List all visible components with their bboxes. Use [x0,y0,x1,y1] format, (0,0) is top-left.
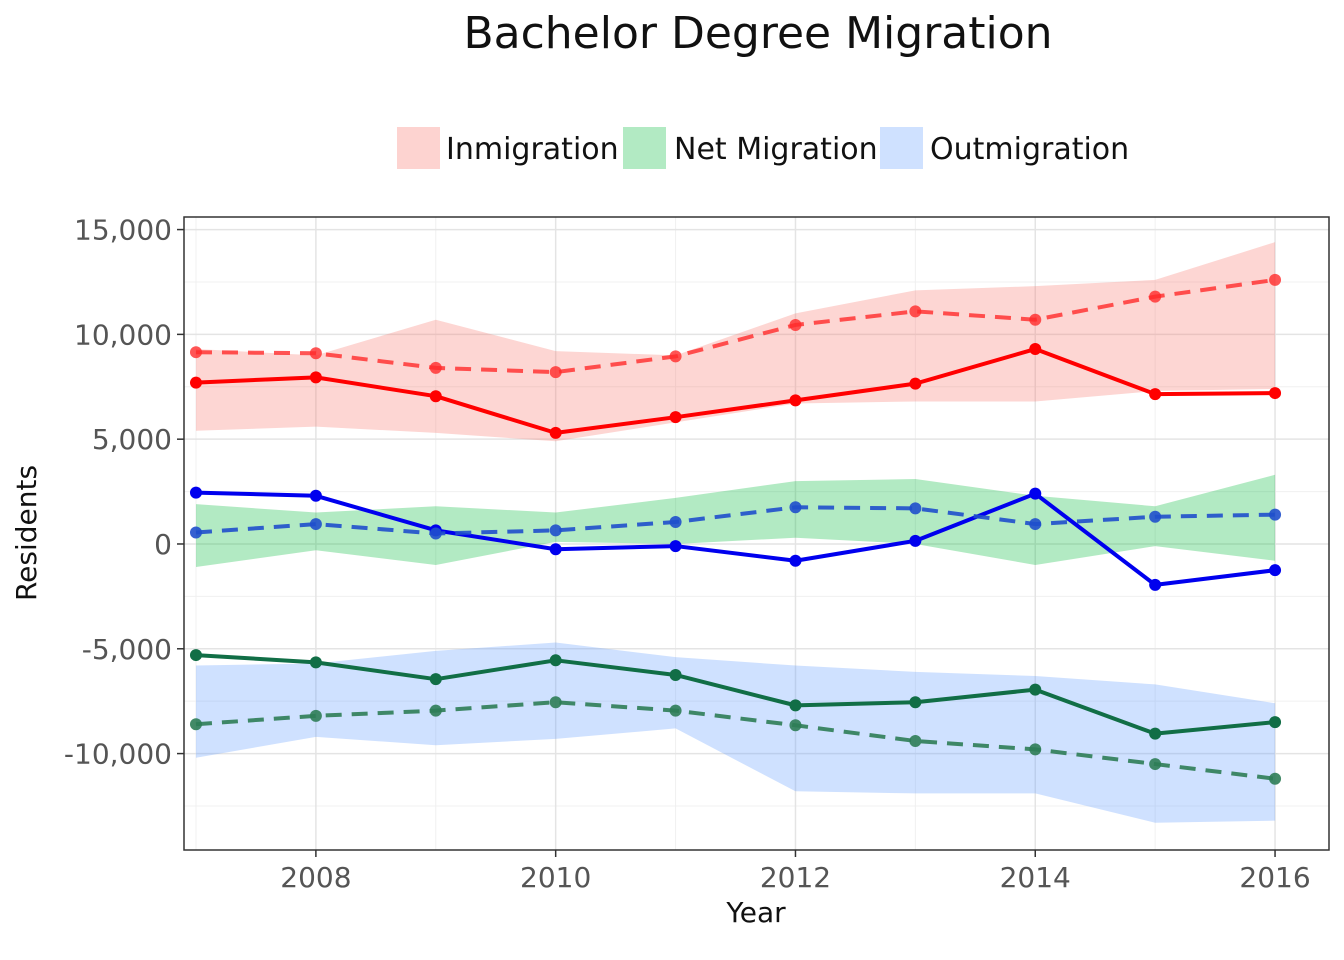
data-point [1029,518,1042,531]
x-tick-label: 2014 [1000,861,1071,894]
series-line-4 [195,653,1276,736]
data-point [309,347,322,360]
data-point [909,735,922,748]
data-point [309,656,322,669]
data-point [789,394,802,407]
data-point [909,305,922,318]
data-point [309,518,322,531]
data-point [789,501,802,514]
data-point [189,376,202,389]
data-point [1269,387,1282,400]
y-tick-label: 0 [154,528,172,561]
y-tick-label: 5,000 [92,423,172,456]
data-point [909,502,922,515]
series-line-0 [195,347,1276,435]
chart-title: Bachelor Degree Migration [463,8,1052,59]
data-point [669,540,682,553]
data-point [1029,743,1042,756]
legend-label-outmigration: Outmigration [930,132,1129,167]
legend-swatch-inmigration [397,127,440,169]
data-point [789,699,802,712]
series-lines [195,277,1276,781]
data-point [429,704,442,717]
data-point [1029,343,1042,356]
data-point [1269,564,1282,577]
legend-swatch-net-migration [623,127,666,169]
data-point [789,318,802,331]
legend-label-net-migration: Net Migration [674,132,878,167]
data-point [429,390,442,403]
data-point [189,649,202,662]
legend-label-inmigration: Inmigration [446,132,619,167]
confidence-bands [195,242,1276,823]
data-point [909,696,922,709]
data-point [1269,716,1282,729]
data-point [1269,772,1282,785]
x-tick-label: 2016 [1239,861,1310,894]
y-tick-label: 10,000 [74,318,172,351]
y-axis-label: Residents [10,465,43,601]
legend: Inmigration Net Migration Outmigration [397,127,1129,169]
plot-border [183,216,1330,851]
data-point [1149,578,1162,591]
x-axis-label: Year [725,896,786,929]
data-point [669,515,682,528]
series-line-2 [195,490,1276,587]
data-point [669,350,682,363]
data-point [309,489,322,502]
data-point [549,366,562,379]
data-point [1029,313,1042,326]
y-tick-label: 15,000 [74,214,172,247]
data-point [309,371,322,384]
band-inmigration [195,242,1276,442]
data-point [189,718,202,731]
band-net-migration [195,474,1276,568]
y-tick-label: -5,000 [82,633,172,666]
data-point [1149,758,1162,771]
band-outmigration [195,642,1276,823]
data-point [1029,487,1042,500]
data-point [549,524,562,537]
data-point [429,361,442,374]
data-point [1269,508,1282,521]
data-point [309,709,322,722]
x-tick-label: 2010 [520,861,591,894]
data-point [669,704,682,717]
data-point [189,526,202,539]
series-points [189,273,1282,785]
data-point [429,527,442,540]
x-axis-ticks: 2008 2010 2012 2014 2016 [280,850,1311,894]
data-point [789,554,802,567]
data-point [549,654,562,667]
data-point [909,534,922,547]
data-point [549,426,562,439]
data-point [909,377,922,390]
data-point [189,346,202,359]
data-point [1149,290,1162,303]
data-point [549,543,562,556]
data-point [189,486,202,499]
data-point [549,696,562,709]
data-point [669,668,682,681]
data-point [669,411,682,424]
y-axis-ticks: 15,000 10,000 5,000 0 -5,000 -10,000 [64,214,184,771]
data-point [1149,388,1162,401]
data-point [1269,273,1282,286]
data-point [1149,727,1162,740]
x-tick-label: 2008 [280,861,351,894]
data-point [1029,683,1042,696]
y-tick-label: -10,000 [64,738,172,771]
data-point [1149,510,1162,523]
data-point [789,719,802,732]
data-point [429,673,442,686]
legend-swatch-outmigration [880,127,923,169]
x-tick-label: 2012 [760,861,831,894]
